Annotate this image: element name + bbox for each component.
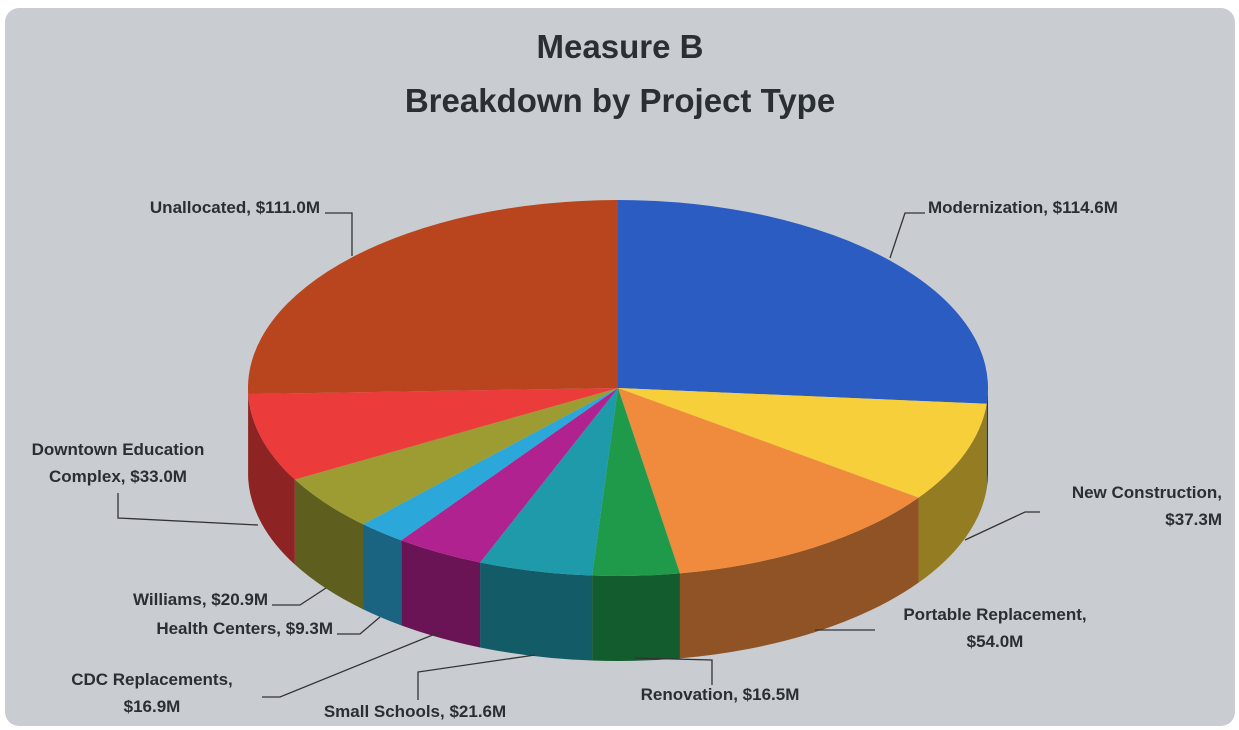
slice-side <box>592 573 680 661</box>
category-name: New Construction <box>1072 483 1217 502</box>
value-label: $16.5M <box>743 685 800 704</box>
data-label: New Construction, $37.3M <box>1072 483 1222 529</box>
label-text: CDC Replacements, <box>71 670 233 689</box>
data-label: Williams, $20.9M <box>133 590 268 609</box>
label-text: Williams, $20.9M <box>133 590 268 609</box>
value-label: $37.3M <box>1165 510 1222 529</box>
label-text: Downtown Education <box>32 440 205 459</box>
slice <box>480 388 618 576</box>
slice <box>294 388 618 525</box>
value-label: $114.6M <box>1053 198 1118 217</box>
leader-line <box>337 616 381 635</box>
label-text: New Construction, <box>1072 483 1222 502</box>
category-name: Renovation <box>641 685 734 704</box>
value-label: $9.3M <box>286 619 333 638</box>
value-label: $21.6M <box>449 702 506 721</box>
category-name: Unallocated <box>150 198 246 217</box>
data-label: Small Schools, $21.6M <box>324 702 506 721</box>
category-name: Portable Replacement <box>903 605 1082 624</box>
category-name: Health Centers <box>156 619 276 638</box>
slice-side <box>401 540 481 648</box>
label-text: Complex, $33.0M <box>49 467 187 486</box>
category-name: Williams <box>133 590 202 609</box>
chart-title: Measure B <box>537 28 704 65</box>
leader-line <box>272 587 327 606</box>
slice-side <box>986 388 988 489</box>
label-text: Unallocated, $111.0M <box>150 198 320 217</box>
category-name: Modernization <box>928 198 1043 217</box>
value-label: $54.0M <box>967 632 1024 651</box>
chart-subtitle: Breakdown by Project Type <box>405 82 835 119</box>
leader-line <box>117 493 259 526</box>
slice <box>363 388 618 541</box>
leader-line <box>417 654 536 700</box>
slice-side <box>294 479 364 610</box>
category-name: Small Schools <box>324 702 440 721</box>
slice <box>618 388 919 574</box>
label-text: Renovation, $16.5M <box>641 685 800 704</box>
leader-line <box>634 657 713 685</box>
slice <box>618 200 988 404</box>
leader-line <box>325 212 353 256</box>
data-label: Renovation, $16.5M <box>641 685 800 704</box>
data-label: Health Centers, $9.3M <box>156 619 333 638</box>
slice-side <box>248 394 295 565</box>
value-label: $16.9M <box>124 697 181 716</box>
slice-side <box>363 524 402 626</box>
data-label: Portable Replacement, $54.0M <box>903 605 1086 651</box>
leader-line <box>262 631 441 698</box>
slice <box>592 388 680 576</box>
slice <box>248 200 618 395</box>
label-text: Modernization, $114.6M <box>928 198 1118 217</box>
slice-side <box>480 562 593 661</box>
slice <box>618 388 987 498</box>
data-label: Downtown Education Complex, $33.0M <box>32 440 205 486</box>
slice-side <box>679 497 919 659</box>
slice <box>248 388 618 480</box>
value-label: $20.9M <box>211 590 268 609</box>
data-label: Modernization, $114.6M <box>928 198 1118 217</box>
data-label: CDC Replacements, $16.9M <box>71 670 233 716</box>
leader-line <box>889 212 925 259</box>
value-label: $33.0M <box>130 467 187 486</box>
label-text: Health Centers, $9.3M <box>156 619 333 638</box>
slice-side <box>918 403 987 583</box>
category-name: CDC Replacements <box>71 670 228 689</box>
data-label: Unallocated, $111.0M <box>150 198 320 217</box>
slice <box>401 388 618 563</box>
leader-line <box>964 511 1040 541</box>
value-label: $111.0M <box>256 198 320 217</box>
label-text: Portable Replacement, <box>903 605 1086 624</box>
label-text: Small Schools, $21.6M <box>324 702 506 721</box>
